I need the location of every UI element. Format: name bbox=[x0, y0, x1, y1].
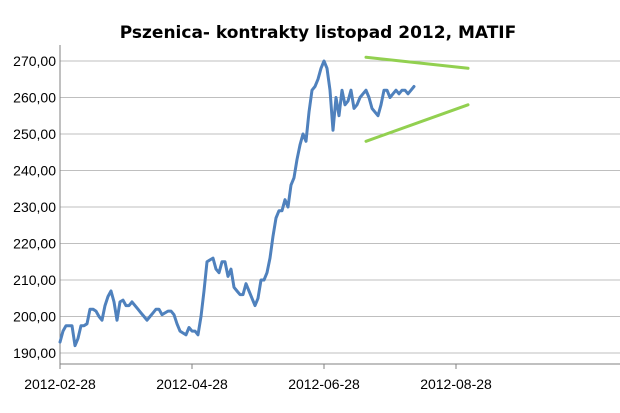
y-tick-label: 190,00 bbox=[13, 345, 56, 361]
trend-line-2 bbox=[364, 103, 470, 143]
y-tick-label: 220,00 bbox=[13, 236, 56, 252]
trend-line-1 bbox=[364, 55, 470, 70]
y-tick-label: 210,00 bbox=[13, 272, 56, 288]
chart-title: Pszenica- kontrakty listopad 2012, MATIF bbox=[120, 23, 517, 43]
grid-lines bbox=[60, 60, 620, 354]
y-tick-label: 270,00 bbox=[13, 53, 56, 69]
x-tick-label: 2012-04-28 bbox=[156, 376, 228, 392]
y-tick-label: 260,00 bbox=[13, 89, 56, 105]
series-line-price bbox=[58, 59, 416, 348]
y-axis: 190,00 200,00 210,00 220,00 230,00 240,00 250,… bbox=[13, 45, 61, 364]
x-tick-label: 2012-06-28 bbox=[288, 376, 360, 392]
x-tick-label: 2012-02-28 bbox=[24, 376, 96, 392]
y-tick-label: 250,00 bbox=[13, 126, 56, 142]
x-tick-label: 2012-08-28 bbox=[420, 376, 492, 392]
y-tick-label: 200,00 bbox=[13, 309, 56, 325]
y-tick-label: 230,00 bbox=[13, 199, 56, 215]
y-tick-label: 240,00 bbox=[13, 162, 56, 178]
x-axis: 2012-02-28 2012-04-28 2012-06-28 2012-08-28 bbox=[24, 363, 620, 392]
plot-area bbox=[58, 55, 470, 348]
